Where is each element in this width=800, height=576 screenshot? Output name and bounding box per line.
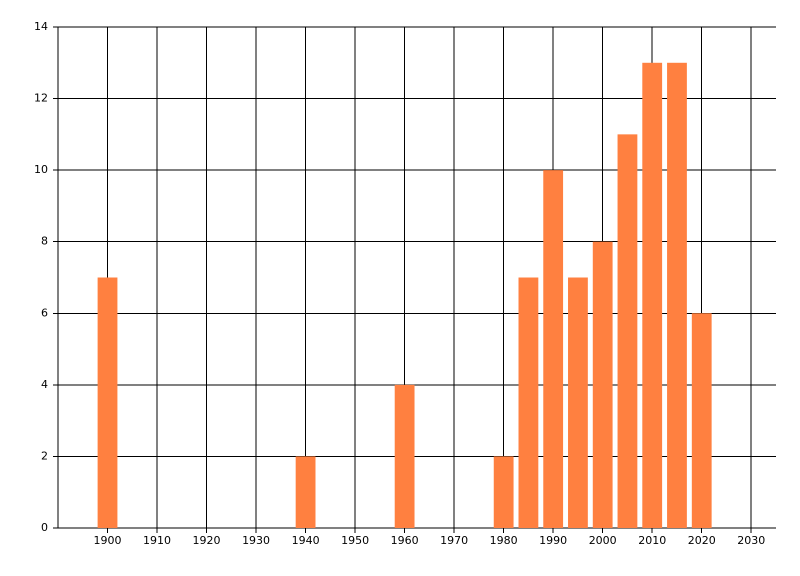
x-tick-label: 2020	[688, 534, 716, 547]
bar	[667, 62, 687, 529]
bar	[543, 170, 564, 528]
x-tick-label: 1930	[242, 534, 270, 547]
y-tick-label: 2	[41, 449, 48, 462]
x-tick-label: 1950	[341, 534, 369, 547]
x-tick-label: 1900	[94, 534, 122, 547]
x-tick-label: 1970	[440, 534, 468, 547]
bar	[394, 384, 415, 528]
y-tick-label: 6	[41, 306, 48, 319]
bar	[568, 277, 588, 528]
x-tick-label: 1940	[292, 534, 320, 547]
y-tick-label: 12	[34, 92, 48, 105]
x-tick-label: 1910	[143, 534, 171, 547]
x-tick-label: 2000	[589, 534, 617, 547]
y-tick-label: 0	[41, 521, 48, 534]
x-tick-label: 2030	[737, 534, 765, 547]
bar	[518, 277, 539, 528]
x-tick-label: 1920	[193, 534, 221, 547]
bar	[295, 456, 316, 528]
bar	[642, 62, 663, 529]
x-tick-label: 2010	[638, 534, 666, 547]
bar	[691, 313, 712, 528]
bar	[617, 134, 638, 528]
y-tick-label: 8	[41, 235, 48, 248]
x-tick-label: 1990	[539, 534, 567, 547]
x-tick-label: 1960	[391, 534, 419, 547]
x-tick-label: 1980	[490, 534, 518, 547]
bar	[592, 241, 613, 528]
bar	[97, 277, 118, 528]
bar	[493, 456, 514, 528]
y-tick-label: 4	[41, 378, 48, 391]
y-tick-label: 10	[34, 163, 48, 176]
y-tick-label: 14	[34, 20, 48, 33]
